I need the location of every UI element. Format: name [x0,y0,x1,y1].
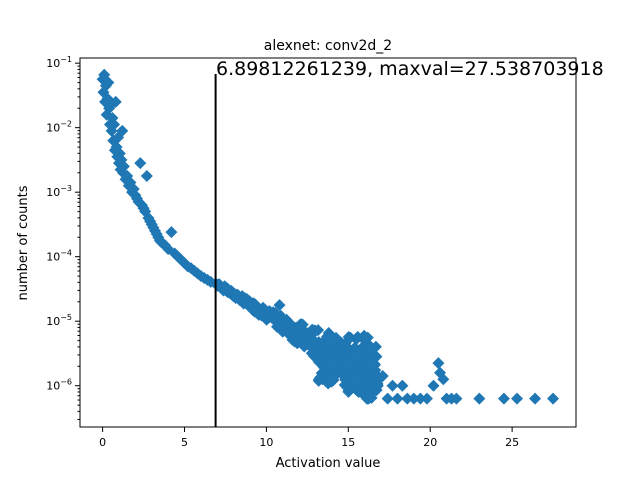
x-tick-label: 20 [423,436,437,449]
data-point [314,371,327,384]
data-point [365,356,378,369]
data-points [96,68,560,405]
x-tick-label: 15 [341,436,355,449]
data-point [344,331,357,344]
data-point [414,392,427,405]
data-point [381,392,394,405]
y-tick-label: 10−3 [46,184,72,199]
data-point [117,160,130,173]
data-point [349,349,362,362]
y-tick-label: 10−6 [46,378,72,393]
data-point [339,369,352,382]
data-point [108,118,121,131]
data-point [473,392,486,405]
data-point [109,95,122,108]
data-point [342,358,355,371]
x-axis: 0 5 10 15 20 25 [99,427,519,449]
data-point [401,392,414,405]
plot-frame [79,57,577,428]
data-point [547,392,560,405]
data-point [529,392,542,405]
data-point [391,392,404,405]
data-point [134,157,147,170]
data-point [396,379,409,392]
data-point [420,392,433,405]
threshold-annotation: 6.89812261239, maxval=27.538703918 [216,58,604,80]
data-point [427,379,440,392]
data-point [369,371,382,384]
data-point [312,324,325,337]
data-point [369,340,382,353]
data-point [368,381,381,394]
x-tick-label: 0 [99,436,106,449]
y-tick-label: 10−5 [46,313,72,328]
data-point [450,392,463,405]
data-point [328,345,341,358]
data-point [273,299,286,312]
data-point [168,247,181,260]
chart-title: alexnet: conv2d_2 [264,38,392,54]
y-axis-label: number of counts [16,185,31,300]
y-tick-label: 10−4 [46,249,72,264]
data-point [351,370,364,383]
y-tick-label: 10−2 [46,120,72,135]
data-point [407,392,420,405]
x-tick-label: 5 [181,436,188,449]
data-point [432,357,445,370]
data-point [315,347,328,360]
x-tick-label: 25 [505,436,519,449]
data-point [314,355,327,368]
data-point [355,383,368,396]
x-axis-label: Activation value [276,456,381,471]
data-point [361,331,374,344]
data-point [437,373,450,386]
data-point [386,379,399,392]
data-point [355,349,368,362]
data-point [326,354,339,367]
data-point [102,76,115,89]
data-point [511,392,524,405]
y-tick-label: 10−1 [46,55,72,70]
x-tick-label: 10 [259,436,273,449]
data-point [335,336,348,349]
data-point [351,331,364,344]
y-axis: 10−6 10−5 10−4 10−3 10−2 10−1 [46,55,80,420]
data-point [116,124,129,137]
data-point [165,226,178,239]
data-point [497,392,510,405]
data-point [140,170,153,183]
data-point [322,377,335,390]
